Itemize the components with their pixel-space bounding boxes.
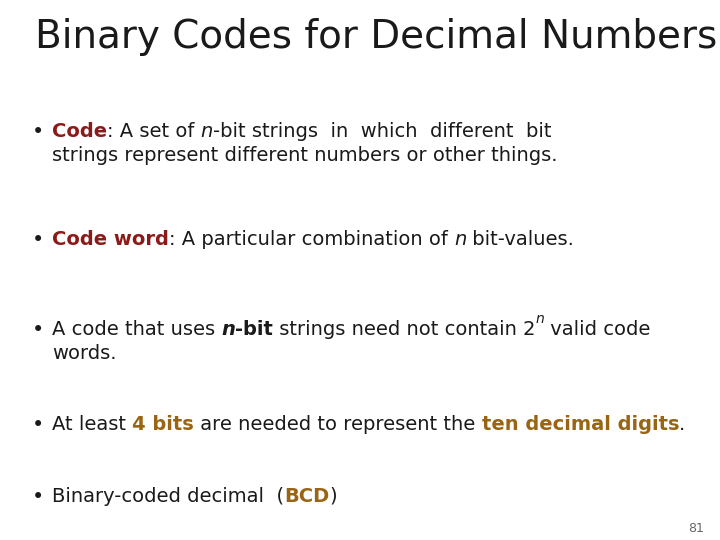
Text: n: n bbox=[201, 122, 213, 141]
Text: Code word: Code word bbox=[52, 230, 169, 249]
Text: ): ) bbox=[329, 487, 337, 506]
Text: •: • bbox=[32, 122, 44, 142]
Text: -bit strings  in  which  different  bit: -bit strings in which different bit bbox=[213, 122, 552, 141]
Text: words.: words. bbox=[52, 343, 117, 363]
Text: -bit: -bit bbox=[235, 320, 273, 339]
Text: •: • bbox=[32, 487, 44, 507]
Text: At least: At least bbox=[52, 415, 132, 434]
Text: strings represent different numbers or other things.: strings represent different numbers or o… bbox=[52, 146, 557, 165]
Text: BCD: BCD bbox=[284, 487, 329, 506]
Text: are needed to represent the: are needed to represent the bbox=[194, 415, 482, 434]
Text: Binary Codes for Decimal Numbers: Binary Codes for Decimal Numbers bbox=[35, 18, 717, 56]
Text: n: n bbox=[454, 230, 467, 249]
Text: 81: 81 bbox=[688, 522, 704, 535]
Text: n: n bbox=[221, 320, 235, 339]
Text: : A set of: : A set of bbox=[107, 122, 201, 141]
Text: valid code: valid code bbox=[544, 320, 651, 339]
Text: strings need not contain 2: strings need not contain 2 bbox=[273, 320, 536, 339]
Text: Binary-coded decimal  (: Binary-coded decimal ( bbox=[52, 487, 284, 506]
Text: .: . bbox=[679, 415, 685, 434]
Text: : A particular combination of: : A particular combination of bbox=[169, 230, 454, 249]
Text: n: n bbox=[536, 312, 544, 326]
Text: •: • bbox=[32, 320, 44, 340]
Text: 4 bits: 4 bits bbox=[132, 415, 194, 434]
Text: ten decimal digits: ten decimal digits bbox=[482, 415, 679, 434]
Text: •: • bbox=[32, 415, 44, 435]
Text: A code that uses: A code that uses bbox=[52, 320, 221, 339]
Text: bit-values.: bit-values. bbox=[467, 230, 575, 249]
Text: Code: Code bbox=[52, 122, 107, 141]
Text: •: • bbox=[32, 230, 44, 250]
